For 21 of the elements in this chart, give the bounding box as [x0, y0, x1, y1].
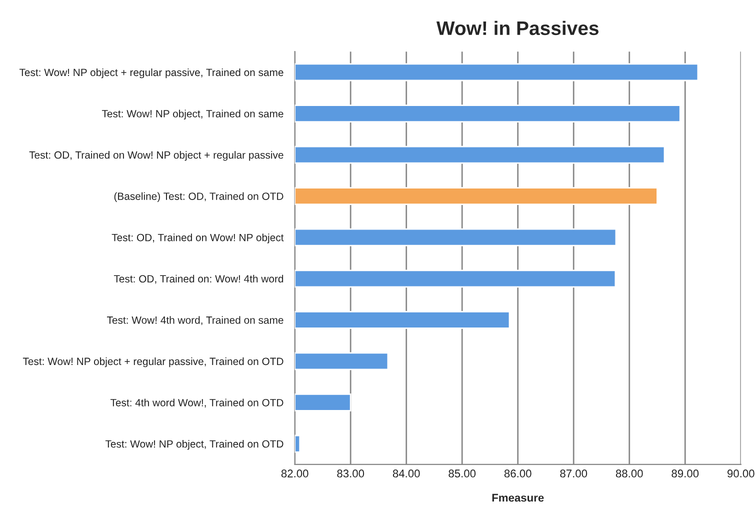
x-tick-label: 85.00 — [448, 470, 476, 478]
y-tick-label: Test: OD, Trained on Wow! NP object — [112, 234, 284, 244]
y-tick-label: Test: Wow! NP object + regular passive, Trained on same — [19, 68, 284, 78]
y-tick-label: Test: OD, Trained on: Wow! 4th word — [114, 274, 284, 284]
x-tick-label: 89.00 — [672, 470, 699, 478]
y-tick-label: Test: Wow! NP object, Trained on OTD — [105, 440, 284, 450]
x-tick-label: 87.00 — [560, 470, 588, 478]
y-tick-label: (Baseline) Test: OD, Trained on OTD — [114, 192, 284, 202]
y-tick-label: Test: 4th word Wow!, Trained on OTD — [110, 398, 284, 408]
chart-title: Wow! in Passives — [436, 20, 598, 36]
x-tick-label: 84.00 — [392, 470, 420, 478]
y-tick-label: Test: Wow! 4th word, Trained on same — [107, 316, 284, 326]
x-tick-label: 86.00 — [504, 470, 532, 478]
x-tick-label: 90.00 — [728, 470, 754, 478]
y-tick-label: Test: Wow! NP object, Trained on same — [102, 110, 284, 120]
y-tick-label: Test: Wow! NP object + regular passive, Trained on OTD — [22, 357, 284, 368]
y-tick-label: Test: OD, Trained on Wow! NP object + regular passive — [29, 151, 284, 161]
x-axis-title: Fmeasure — [492, 494, 544, 502]
x-tick-label: 82.00 — [281, 470, 308, 478]
x-tick-label: 88.00 — [616, 470, 643, 478]
x-tick-label: 83.00 — [337, 470, 364, 478]
